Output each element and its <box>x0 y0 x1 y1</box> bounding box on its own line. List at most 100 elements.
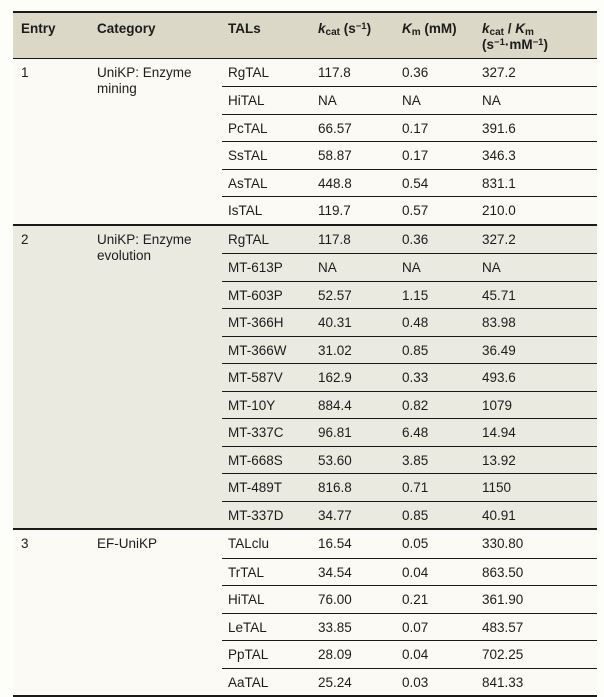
kcat-value-cell: 34.54 <box>312 557 396 586</box>
kcat-value-cell: 16.54 <box>318 536 352 552</box>
ratio-value-cell: NA <box>476 86 597 114</box>
category-label: UniKP: Enzyme evolution <box>97 231 192 264</box>
km-value-cell: 3.85 <box>396 445 476 474</box>
kcat-symbol: k <box>318 21 326 36</box>
kcat-value-cell: 117.8 <box>318 64 351 80</box>
kcat-unit-close: ) <box>366 21 372 36</box>
kcat-value-cell: 53.60 <box>312 445 396 474</box>
kcat-value-cell: 884.4 <box>312 390 396 419</box>
km-value-cell: 0.33 <box>396 363 476 391</box>
category-label: EF-UniKP <box>97 536 158 552</box>
table-section: 1 UniKP: Enzyme mining RgTAL 117.8 0.36 327… <box>13 58 597 224</box>
km-value-cell: 1.15 <box>396 280 476 309</box>
km-value-cell: 0.04 <box>396 640 476 668</box>
tal-value-cell: MT-337D <box>222 500 312 529</box>
ratio-value-cell: 13.92 <box>476 445 597 474</box>
tal-value-cell: MT-613P <box>222 253 312 281</box>
kcat-unit-exponent: −1 <box>355 21 367 32</box>
km-subscript: m <box>411 27 421 38</box>
km-value-cell: NA <box>396 86 476 114</box>
kcat-subscript: cat <box>489 27 504 38</box>
km-value-cell: 0.85 <box>396 335 476 364</box>
ratio-value-cell: 831.1 <box>476 168 597 197</box>
kcat-value-cell: 28.09 <box>312 640 396 668</box>
kcat-value-cell: 162.9 <box>312 363 396 391</box>
km-value-cell: 0.21 <box>396 585 476 613</box>
tal-value-cell: TrTAL <box>222 557 312 586</box>
table-header-row: Entry Category TALs kcat (s−1) Km (mM) k… <box>13 13 597 59</box>
kcat-unit-open: (s <box>339 21 356 36</box>
col-header-entry: Entry <box>21 21 56 36</box>
km-value-cell: 0.17 <box>396 141 476 169</box>
tal-value-cell: MT-489T <box>222 473 312 501</box>
ratio-value-cell: 1079 <box>476 390 597 419</box>
ratio-value-cell: 83.98 <box>476 308 597 336</box>
km-value-cell: NA <box>396 253 476 281</box>
kcat-value-cell: 34.77 <box>312 500 396 529</box>
kcat-value-cell: 58.87 <box>312 141 396 169</box>
km-value-cell: 0.71 <box>396 473 476 501</box>
km-value-cell: 0.04 <box>396 557 476 586</box>
ratio-value-cell: 493.6 <box>476 363 597 391</box>
km-value-cell: 0.07 <box>396 612 476 641</box>
tal-value-cell: AaTAL <box>222 667 312 696</box>
division-slash: / <box>503 21 516 36</box>
tal-value-cell: MT-366H <box>222 308 312 336</box>
km-value-cell: 0.48 <box>396 308 476 336</box>
ratio-value-cell: NA <box>476 253 597 281</box>
kcat-value-cell: 33.85 <box>312 612 396 641</box>
table-section: 2 UniKP: Enzyme evolution RgTAL 117.8 0.36… <box>13 223 597 529</box>
tal-value-cell: MT-337C <box>222 418 312 446</box>
middle-dot: · <box>504 36 510 52</box>
kcat-value-cell: 52.57 <box>312 280 396 309</box>
entry-number: 2 <box>21 231 29 247</box>
km-value-cell: 0.36 <box>402 231 429 247</box>
tal-value-cell: MT-603P <box>222 280 312 309</box>
col-header-km: Km (mM) <box>396 13 476 58</box>
tal-value-cell: IsTAL <box>222 196 312 224</box>
km-subscript: m <box>524 27 534 38</box>
kcat-value-cell: 96.81 <box>312 418 396 446</box>
kinetics-table: Entry Category TALs kcat (s−1) Km (mM) k… <box>13 11 597 697</box>
km-value-cell: 0.03 <box>396 667 476 696</box>
ratio-value-cell: 210.0 <box>476 196 597 224</box>
ratio-value-cell: 330.80 <box>482 536 524 552</box>
ratio-value-cell: 36.49 <box>476 335 597 364</box>
ratio-value-cell: 391.6 <box>476 113 597 142</box>
tal-value-cell: MT-668S <box>222 445 312 474</box>
tal-value-cell: RgTAL <box>228 64 270 80</box>
tal-value-cell: SsTAL <box>222 141 312 169</box>
km-value-cell: 0.05 <box>402 536 429 552</box>
table-section: 3 EF-UniKP TALclu 16.54 0.05 330.80 TrTAL 34.… <box>13 528 597 696</box>
tal-value-cell: LeTAL <box>222 612 312 641</box>
kcat-value-cell: 31.02 <box>312 335 396 364</box>
tal-value-cell: MT-587V <box>222 363 312 391</box>
tal-value-cell: HiTAL <box>222 86 312 114</box>
col-header-kcat-over-km: kcat / Km (s−1·mM−1) <box>476 13 597 58</box>
ratio-value-cell: 346.3 <box>476 141 597 169</box>
kcat-value-cell: NA <box>312 253 396 281</box>
tal-value-cell: TALclu <box>228 536 270 552</box>
km-symbol: K <box>515 21 525 36</box>
km-value-cell: 0.36 <box>402 64 429 80</box>
ratio-value-cell: 702.25 <box>476 640 597 668</box>
kcat-value-cell: 448.8 <box>312 168 396 197</box>
ratio-value-cell: 14.94 <box>476 418 597 446</box>
ratio-value-cell: 1150 <box>476 473 597 501</box>
tal-value-cell: MT-366W <box>222 335 312 364</box>
km-value-cell: 0.57 <box>396 196 476 224</box>
ratio-value-cell: 327.2 <box>482 231 516 247</box>
km-unit: (mM) <box>420 21 457 36</box>
tal-value-cell: PpTAL <box>222 640 312 668</box>
kcat-value-cell: 66.57 <box>312 113 396 142</box>
tal-value-cell: HiTAL <box>222 585 312 613</box>
col-header-kcat: kcat (s−1) <box>312 13 396 58</box>
ratio-value-cell: 45.71 <box>476 280 597 309</box>
kcat-value-cell: 117.8 <box>318 231 351 247</box>
tal-value-cell: AsTAL <box>222 168 312 197</box>
kcat-over-km-expression: kcat / Km <box>482 21 593 38</box>
tal-value-cell: RgTAL <box>228 231 270 247</box>
col-header-category: Category <box>97 21 156 36</box>
ratio-value-cell: 361.90 <box>476 585 597 613</box>
tal-value-cell: PcTAL <box>222 113 312 142</box>
